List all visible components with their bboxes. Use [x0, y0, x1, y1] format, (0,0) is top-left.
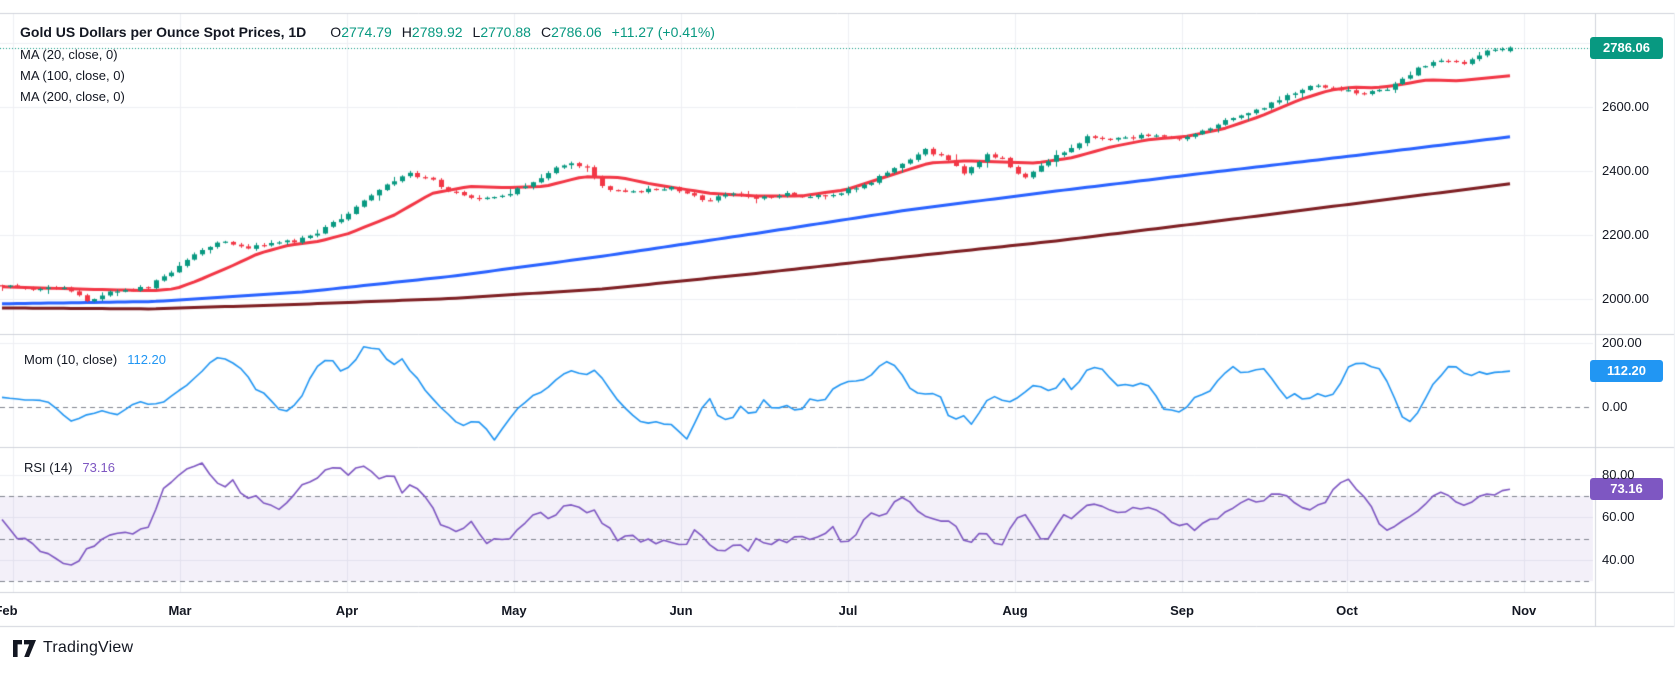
month-label: Feb: [0, 603, 18, 618]
close-label: C: [540, 24, 552, 40]
month-label: Sep: [1170, 603, 1194, 618]
momentum-axis-badge: 112.20: [1590, 360, 1663, 383]
price-axis-tick: 2000.00: [1602, 291, 1649, 306]
month-label: Mar: [168, 603, 192, 618]
symbol-title: Gold US Dollars per Ounce Spot Prices, 1…: [20, 24, 307, 40]
month-label: Apr: [335, 603, 359, 618]
price-change: +11.27 (+0.41%): [611, 24, 715, 40]
low-label: L: [472, 24, 481, 40]
close-value: 2786.06: [551, 24, 602, 40]
open-label: O: [330, 24, 342, 40]
tradingview-logo-text: TradingView: [43, 639, 134, 656]
momentum-label: Mom (10, close): [24, 352, 118, 367]
momentum-axis-tick: 200.00: [1602, 335, 1642, 350]
price-axis-tick: 2600.00: [1602, 99, 1649, 115]
symbol-info-row[interactable]: Gold US Dollars per Ounce Spot Prices, 1…: [20, 24, 715, 40]
rsi-label: RSI (14): [24, 460, 73, 475]
high-value: 2789.92: [411, 24, 463, 40]
rsi-legend[interactable]: RSI (14) 73.16: [24, 460, 115, 475]
month-label: May: [501, 603, 527, 618]
month-label: Oct: [1336, 603, 1358, 618]
rsi-axis-tick: 80.00: [1602, 466, 1635, 482]
month-label: Aug: [1002, 603, 1028, 618]
rsi-axis-tick: 60.00: [1602, 509, 1635, 525]
open-value: 2774.79: [341, 24, 392, 40]
rsi-axis-tick: 40.00: [1602, 551, 1635, 567]
price-axis-tick: 2200.00: [1602, 227, 1649, 243]
price-axis-badge: 2786.06: [1590, 36, 1663, 59]
ma20-legend[interactable]: MA (20, close, 0): [20, 47, 118, 62]
tradingview-logo[interactable]: TradingView: [13, 639, 133, 657]
tradingview-icon: [13, 639, 36, 657]
month-label: Jul: [838, 603, 858, 618]
ma200-legend[interactable]: MA (200, close, 0): [20, 89, 125, 104]
month-label: Jun: [669, 603, 693, 618]
price-axis-tick: 2400.00: [1602, 163, 1649, 179]
rsi-value: 73.16: [82, 460, 115, 475]
momentum-legend[interactable]: Mom (10, close) 112.20: [24, 352, 166, 367]
rsi-axis-badge: 73.16: [1590, 478, 1663, 501]
momentum-axis-tick: 0.00: [1602, 398, 1628, 414]
low-value: 2770.88: [480, 24, 531, 40]
high-label: H: [401, 24, 412, 40]
momentum-value: 112.20: [127, 352, 166, 367]
month-label: Nov: [1511, 603, 1537, 618]
ma100-legend[interactable]: MA (100, close, 0): [20, 68, 125, 83]
